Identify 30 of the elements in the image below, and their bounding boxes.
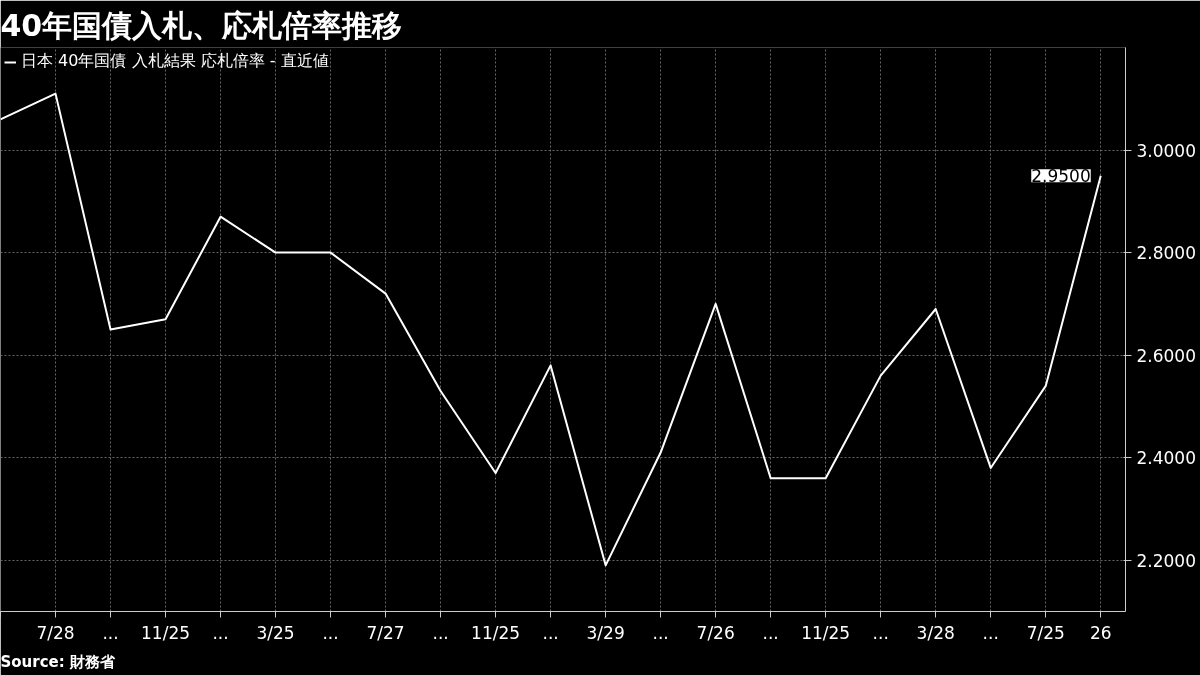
x-tick-label: ... (652, 622, 669, 643)
y-tick-label: 2.6000 (1136, 345, 1196, 366)
x-tick-label: ... (102, 622, 119, 643)
x-tick-label: ... (872, 622, 889, 643)
x-tick-label: 11/25 (141, 622, 191, 643)
x-tick-label: 7/28 (36, 622, 75, 643)
x-tick-label: ... (432, 622, 449, 643)
x-tick-label: 26 (1089, 622, 1112, 643)
data-label: 2.9500 (1031, 166, 1091, 187)
y-tick-label: 2.8000 (1136, 243, 1196, 264)
chart-title: 40年国債入札、応札倍率推移 (0, 7, 403, 43)
x-tick-label: ... (762, 622, 779, 643)
y-tick-label: 3.0000 (1136, 140, 1196, 161)
x-tick-label: 3/25 (256, 622, 295, 643)
x-tick-label: 7/26 (696, 622, 735, 643)
x-tick-label: 3/28 (916, 622, 955, 643)
x-tick-label: 7/27 (366, 622, 405, 643)
legend-label: 日本 40年国債 入札結果 応札倍率 - 直近値 (21, 51, 329, 72)
x-tick-label: ... (322, 622, 339, 643)
x-tick-label: ... (542, 622, 559, 643)
y-tick-label: 2.2000 (1136, 550, 1196, 571)
line-series (0, 92, 1102, 567)
y-tick-label: 2.4000 (1136, 448, 1196, 469)
x-tick-label: 7/25 (1026, 622, 1065, 643)
x-tick-label: 11/25 (471, 622, 521, 643)
source-note: Source: 財務省 (0, 652, 116, 671)
x-tick-label: 3/29 (586, 622, 625, 643)
x-tick-label: ... (212, 622, 229, 643)
x-tick-label: 11/25 (801, 622, 851, 643)
x-tick-label: ... (982, 622, 999, 643)
